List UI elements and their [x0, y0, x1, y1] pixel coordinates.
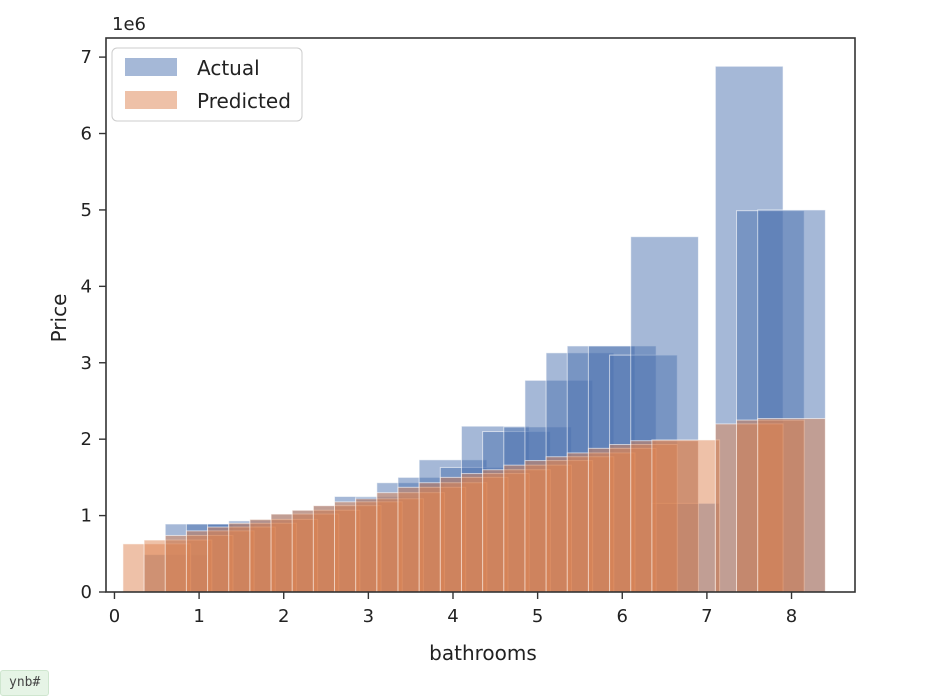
legend: Actual Predicted	[111, 47, 303, 122]
legend-label-actual: Actual	[197, 56, 260, 80]
legend-swatch-predicted	[125, 91, 177, 109]
x-tick-label-4: 4	[447, 606, 458, 627]
y-tick-label-3: 3	[81, 353, 92, 374]
y-tick-label-7: 7	[81, 47, 92, 68]
axes-layer: 0 1 2 3 4 5 6 7 8 0 1 2 3 4 5 6 7	[81, 37, 856, 627]
y-axis-label: Price	[47, 294, 71, 343]
bar-predicted-28	[757, 418, 826, 593]
x-tick-label-0: 0	[109, 606, 120, 627]
x-tick-label-3: 3	[363, 606, 374, 627]
y-tick-label-0: 0	[81, 582, 92, 603]
y-tick-label-4: 4	[81, 276, 92, 297]
legend-swatch-actual	[125, 58, 177, 76]
bar-predicted-25	[651, 439, 721, 593]
x-tick-label-5: 5	[532, 606, 543, 627]
plot-frame	[105, 37, 856, 593]
y-tick-label-2: 2	[81, 429, 92, 450]
y-scale-label: 1e6	[112, 14, 146, 35]
y-tick-label-5: 5	[81, 200, 92, 221]
y-tick-label-6: 6	[81, 124, 92, 145]
x-tick-label-2: 2	[278, 606, 289, 627]
x-tick-label-6: 6	[617, 606, 628, 627]
y-tick-label-1: 1	[81, 506, 92, 527]
x-tick-label-8: 8	[786, 606, 797, 627]
bars-layer	[122, 65, 826, 593]
notebook-tag: ynb#	[0, 670, 50, 696]
x-axis-label: bathrooms	[429, 641, 537, 665]
x-tick-label-7: 7	[701, 606, 712, 627]
x-tick-label-1: 1	[193, 606, 204, 627]
legend-label-predicted: Predicted	[197, 89, 291, 113]
